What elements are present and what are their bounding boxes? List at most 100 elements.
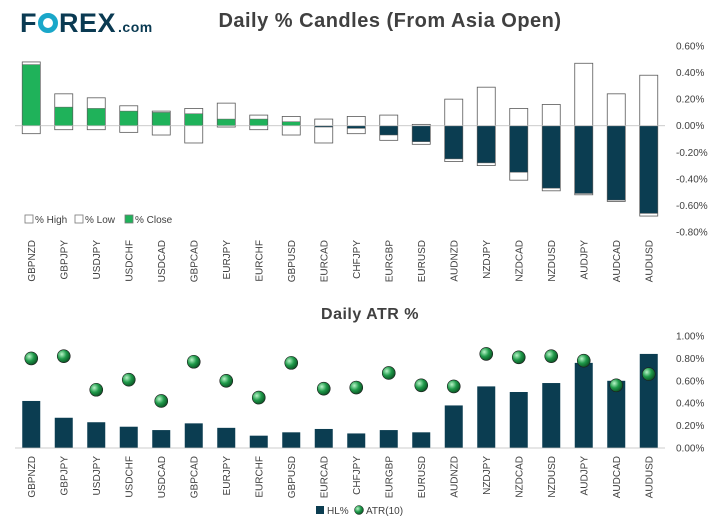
x-tick-label-atr: NZDCAD <box>514 456 525 498</box>
x-tick-label: AUDCAD <box>612 240 623 282</box>
x-tick-label: EURGBP <box>384 240 395 283</box>
hl-bar <box>54 417 73 448</box>
hl-bar <box>347 433 366 448</box>
legend-swatch-hl <box>316 506 324 514</box>
y-tick-label-atr: 0.80% <box>676 354 704 365</box>
legend-label-hl: HL% <box>327 506 349 517</box>
close-bar-negative <box>639 125 658 214</box>
x-tick-label: CHFJPY <box>352 240 363 279</box>
x-tick-label: GBPJPY <box>59 240 70 280</box>
atr-marker <box>24 351 39 366</box>
x-tick-label: AUDJPY <box>579 240 590 280</box>
y-tick-label: -0.80% <box>676 228 708 239</box>
y-tick-label: -0.20% <box>676 148 708 159</box>
close-bar-negative <box>607 125 626 201</box>
hl-bar <box>379 430 398 448</box>
x-tick-label-atr: USDCAD <box>157 456 168 498</box>
logo-text-rex: REX <box>59 7 117 38</box>
x-tick-label-atr: EURUSD <box>417 456 428 498</box>
x-tick-label: GBPCAD <box>189 240 200 282</box>
atr-marker <box>511 350 526 365</box>
hl-bar <box>249 435 268 448</box>
x-tick-label-atr: USDJPY <box>92 456 103 496</box>
x-tick-label-atr: GBPJPY <box>59 456 70 496</box>
hl-bar <box>22 400 41 448</box>
y-tick-label-atr: 0.60% <box>676 376 704 387</box>
legend-swatch <box>24 214 34 224</box>
legend-label-atr: ATR(10) <box>366 506 403 517</box>
close-bar-negative <box>542 125 561 189</box>
x-tick-label: GBPUSD <box>287 240 298 282</box>
legend-swatch <box>74 214 84 224</box>
y-tick-label-atr: 0.00% <box>676 444 704 455</box>
legend-swatch-atr <box>354 505 364 515</box>
x-tick-label-atr: USDCHF <box>124 456 135 498</box>
atr-marker <box>89 382 104 397</box>
hl-bar <box>444 405 463 448</box>
x-tick-label: NZDJPY <box>482 240 493 279</box>
forex-logo: F REX .com <box>20 7 153 39</box>
atr-marker <box>609 378 624 393</box>
x-tick-label-atr: GBPNZD <box>27 456 38 498</box>
legend-label: % Close <box>135 215 173 226</box>
hl-bar <box>607 380 626 448</box>
close-bar-positive <box>249 118 268 126</box>
atr-marker <box>641 367 656 381</box>
y-tick-label: 0.20% <box>676 95 704 106</box>
logo-text-f: F <box>20 7 37 38</box>
atr-marker <box>56 349 71 363</box>
atr-marker <box>121 372 136 387</box>
close-bar-positive <box>184 113 203 126</box>
hl-bar <box>412 432 431 448</box>
x-tick-label: USDJPY <box>92 240 103 280</box>
x-tick-label-atr: EURCAD <box>319 456 330 498</box>
candles-chart-title: Daily % Candles (From Asia Open) <box>218 10 562 32</box>
close-bar-negative <box>574 125 593 194</box>
x-tick-label: AUDNZD <box>449 240 460 282</box>
x-tick-label-atr: EURJPY <box>222 456 233 496</box>
atr-marker <box>316 381 331 396</box>
atr-marker <box>544 349 559 363</box>
hl-bar <box>314 428 333 448</box>
close-bar-negative <box>509 125 528 173</box>
legend-label: % High <box>35 215 67 226</box>
x-tick-label-atr: AUDJPY <box>579 456 590 496</box>
close-bar-negative <box>444 125 463 160</box>
y-tick-label: 0.00% <box>676 121 704 132</box>
hl-bar <box>509 392 528 448</box>
x-tick-label-atr: CHFJPY <box>352 456 363 495</box>
logo-domain: .com <box>118 19 153 35</box>
high-low-bar <box>314 118 334 144</box>
close-bar-positive <box>22 64 41 126</box>
close-bar-positive <box>217 118 236 126</box>
x-tick-label-atr: EURGBP <box>384 456 395 499</box>
y-tick-label: -0.40% <box>676 174 708 185</box>
x-tick-label: EURJPY <box>222 240 233 280</box>
x-tick-label: USDCHF <box>124 240 135 282</box>
hl-bar <box>282 432 301 448</box>
atr-marker <box>381 366 396 380</box>
hl-bar <box>184 423 203 448</box>
close-bar-negative <box>477 125 496 164</box>
legend-label: % Low <box>85 215 116 226</box>
y-tick-label-atr: 0.40% <box>676 399 704 410</box>
x-tick-label: NZDUSD <box>547 240 558 282</box>
hl-bar <box>217 427 236 448</box>
atr-marker <box>251 390 266 405</box>
atr-marker <box>479 347 494 361</box>
close-bar-positive <box>87 108 106 126</box>
atr-chart-title: Daily ATR % <box>321 306 419 323</box>
close-bar-negative <box>412 125 431 142</box>
close-bar-positive <box>119 110 138 126</box>
x-tick-label-atr: NZDUSD <box>547 456 558 498</box>
x-tick-label: EURCAD <box>319 240 330 282</box>
x-tick-label: EURUSD <box>417 240 428 282</box>
x-tick-label: AUDUSD <box>644 240 655 282</box>
y-tick-label-atr: 0.20% <box>676 421 704 432</box>
hl-bar <box>477 386 496 448</box>
y-tick-label: 0.60% <box>676 42 704 53</box>
hl-bar <box>574 362 593 448</box>
x-tick-label: USDCAD <box>157 240 168 282</box>
logo-ring-icon <box>38 13 58 33</box>
